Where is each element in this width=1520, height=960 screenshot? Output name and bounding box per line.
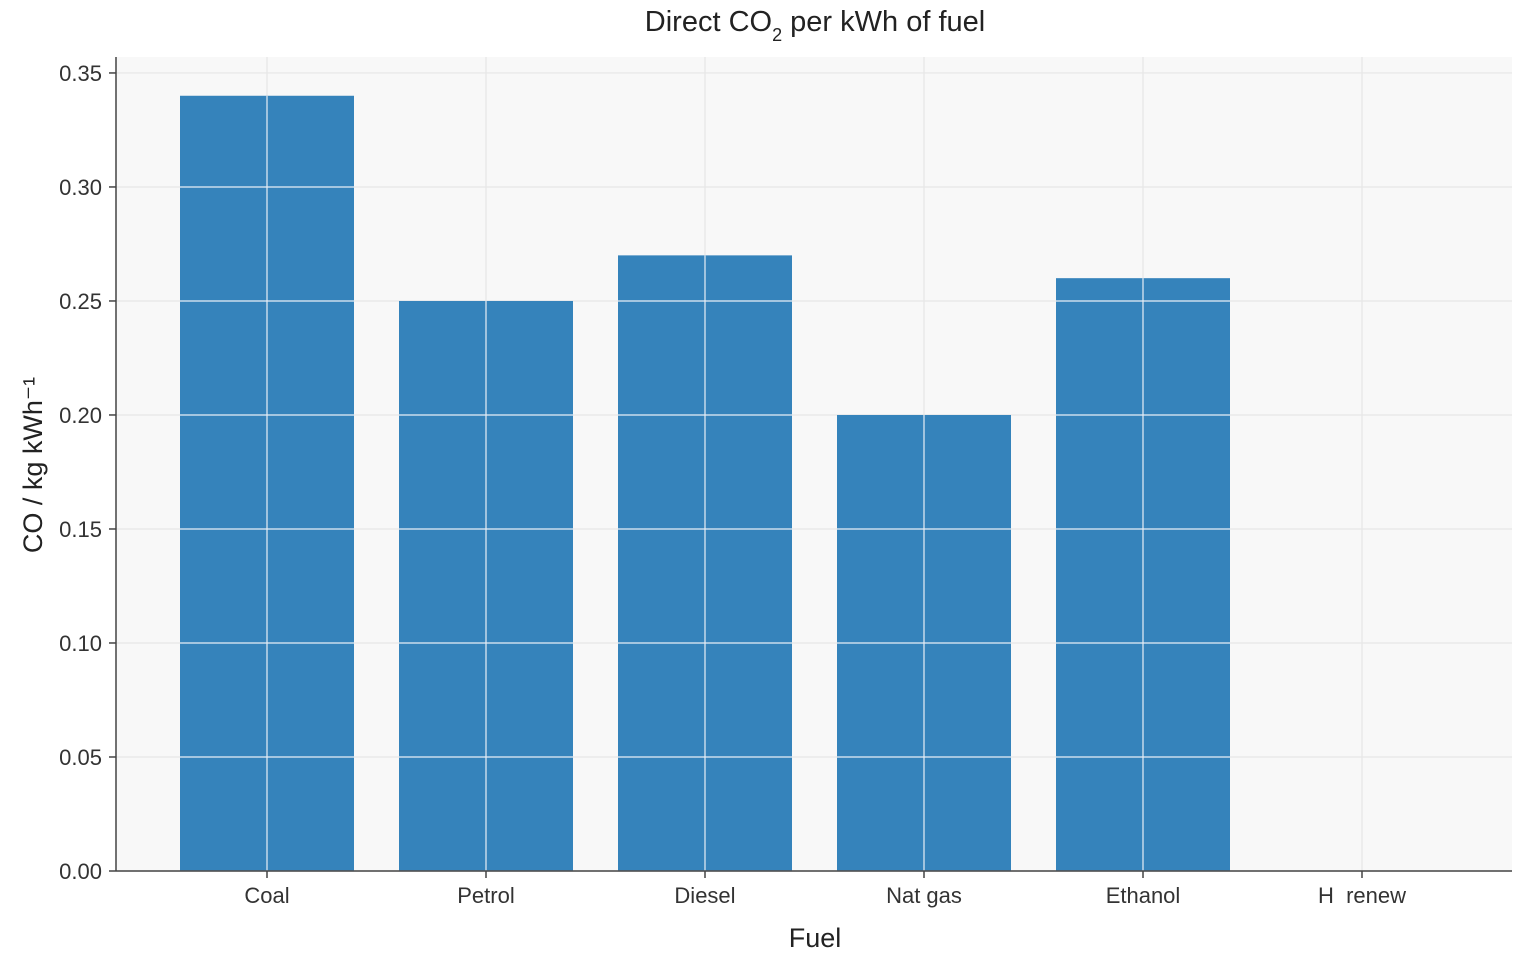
y-tick-label: 0.20 (59, 403, 102, 428)
chart-title: Direct CO2 per kWh of fuel (645, 6, 985, 45)
y-tick-label: 0.00 (59, 859, 102, 884)
axes (115, 57, 1512, 872)
x-axis-title: Fuel (789, 923, 842, 953)
y-tick-label: 0.15 (59, 517, 102, 542)
y-tick-label: 0.10 (59, 631, 102, 656)
y-axis-title: CO / kg kWh⁻¹ (18, 377, 48, 553)
y-tick-label: 0.35 (59, 61, 102, 86)
y-axis-title-prefix: CO (18, 513, 48, 554)
x-tick-label: Petrol (457, 883, 514, 908)
x-tick-label: Ethanol (1106, 883, 1181, 908)
y-tick-label: 0.30 (59, 175, 102, 200)
y-tick-label: 0.25 (59, 289, 102, 314)
bar-gridlines (180, 95, 1230, 872)
chart-title-prefix: Direct CO (645, 6, 772, 38)
y-tick-label: 0.05 (59, 745, 102, 770)
x-tick-label: Diesel (674, 883, 735, 908)
chart-title-suffix: per kWh of fuel (782, 6, 985, 38)
chart-title-subscript: 2 (772, 25, 782, 45)
y-axis-title-suffix: / kg kWh⁻¹ (18, 377, 48, 513)
ticks: 0.00 0.05 0.10 0.15 0.20 0.25 0.30 0.35 Coal Petr… (59, 61, 1406, 908)
x-tick-label: Coal (244, 883, 289, 908)
x-tick-label: H renew (1318, 883, 1406, 908)
x-tick-label: Nat gas (886, 883, 962, 908)
